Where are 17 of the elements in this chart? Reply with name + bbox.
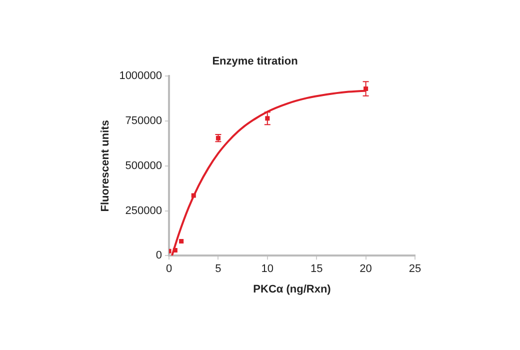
x-tick-label: 25 (408, 263, 422, 276)
x-tick-label: 10 (261, 263, 274, 276)
y-axis-title: Fluorescent units (100, 120, 112, 212)
y-tick-label: 0 (156, 250, 162, 262)
point (172, 248, 178, 252)
point (191, 193, 196, 198)
x-tick-label: 0 (166, 263, 172, 276)
y-tick-label: 500000 (125, 160, 162, 172)
chart-title: Enzyme titration (212, 56, 298, 68)
x-tick-label: 20 (360, 263, 372, 276)
y-tick-label: 1000000 (119, 70, 162, 82)
y-tick-label: 250000 (125, 204, 162, 217)
x-axis-title: PKCα (ng/Rxn) (253, 283, 332, 296)
x-tick-label: 15 (310, 263, 323, 276)
point (179, 238, 184, 244)
y-tick-label: 750000 (125, 115, 162, 128)
x-tick-label: 5 (215, 263, 222, 276)
